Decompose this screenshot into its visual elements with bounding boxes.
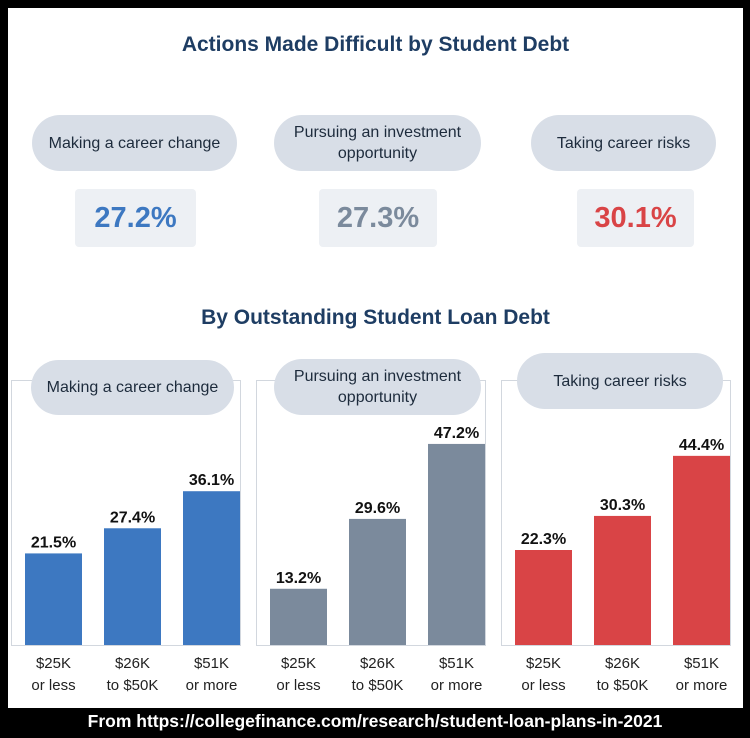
overall-label-investment: Pursuing an investment opportunity [274, 115, 481, 171]
value-label-career-change-1: 21.5% [31, 534, 76, 551]
bar-career-change-3 [183, 491, 240, 645]
value-label-career-risks-1: 22.3% [521, 531, 566, 548]
bar-career-risks-2 [594, 515, 651, 645]
tick-label-career-risks-1-line-1: $25K [526, 655, 561, 672]
bar-investment-1 [270, 588, 327, 645]
tick-label-career-change-2-line-2: to $50K [107, 677, 159, 694]
bar-charts: 21.5% $25K or less 27.4% $26K to $50K 36.1% $51… [11, 425, 731, 694]
tick-label-career-change-3-line-2: or more [186, 677, 238, 694]
tick-label-career-risks-3-line-1: $51K [684, 655, 719, 672]
source-footer: From https://collegefinance.com/research… [87, 711, 663, 731]
overall-label-career-risks: Taking career risks [531, 115, 716, 171]
tick-label-career-risks-1-line-2: or less [521, 677, 565, 694]
chart-title-career-change: Making a career change [31, 360, 234, 415]
value-label-investment-2: 29.6% [355, 500, 400, 517]
bar-investment-2 [349, 518, 406, 645]
tick-label-investment-2-line-1: $26K [360, 655, 395, 672]
value-label-career-risks-2: 30.3% [600, 497, 645, 514]
tick-label-career-change-3-line-1: $51K [194, 655, 229, 672]
tick-label-investment-1-line-2: or less [276, 677, 320, 694]
tick-label-investment-3-line-1: $51K [439, 655, 474, 672]
page-title: Actions Made Difficult by Student Debt [181, 33, 570, 56]
bar-career-risks-3 [673, 455, 730, 645]
value-label-investment-3: 47.2% [434, 425, 479, 442]
tick-label-investment-3-line-2: or more [431, 677, 483, 694]
overall-value-career-change: 27.2% [75, 189, 196, 247]
infographic-canvas: Actions Made Difficult by Student Debt M… [8, 8, 743, 708]
bar-career-risks-1 [515, 550, 572, 645]
tick-label-career-risks-2-line-1: $26K [605, 655, 640, 672]
chart-title-career-risks: Taking career risks [517, 353, 723, 409]
tick-label-career-change-1-line-2: or less [31, 677, 75, 694]
value-label-investment-1: 13.2% [276, 570, 321, 587]
overall-value-investment: 27.3% [319, 189, 437, 247]
tick-label-career-change-1-line-1: $25K [36, 655, 71, 672]
tick-label-investment-2-line-2: to $50K [352, 677, 404, 694]
overall-label-career-change: Making a career change [32, 115, 237, 171]
tick-label-career-risks-2-line-2: to $50K [597, 677, 649, 694]
tick-label-career-risks-3-line-2: or more [676, 677, 728, 694]
value-label-career-change-2: 27.4% [110, 509, 155, 526]
tick-label-career-change-2-line-1: $26K [115, 655, 150, 672]
section-subtitle: By Outstanding Student Loan Debt [201, 306, 550, 329]
overall-value-career-risks: 30.1% [577, 189, 694, 247]
bar-career-change-1 [25, 553, 82, 645]
bar-career-change-2 [104, 528, 161, 645]
chart-title-investment: Pursuing an investment opportunity [274, 359, 481, 415]
value-label-career-risks-3: 44.4% [679, 437, 724, 454]
tick-label-investment-1-line-1: $25K [281, 655, 316, 672]
bar-investment-3 [428, 443, 485, 645]
value-label-career-change-3: 36.1% [189, 472, 234, 489]
